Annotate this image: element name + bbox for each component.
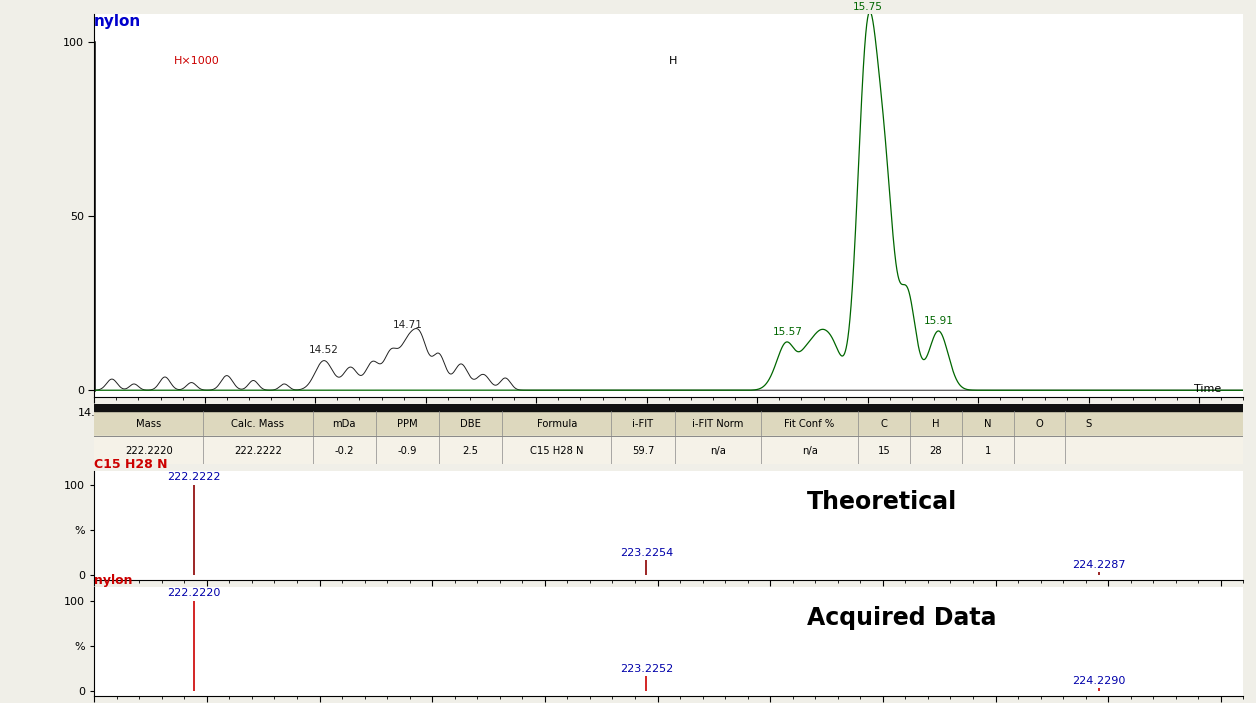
Text: nylon: nylon: [94, 574, 133, 587]
Text: N: N: [983, 419, 991, 429]
Text: -0.9: -0.9: [398, 446, 417, 456]
Text: 15: 15: [878, 446, 891, 456]
Text: n/a: n/a: [801, 446, 818, 456]
Text: H×1000: H×1000: [173, 56, 220, 66]
Text: -0.2: -0.2: [334, 446, 354, 456]
Bar: [94, 404, 1243, 411]
Text: i-FIT: i-FIT: [633, 419, 653, 429]
Text: 59.7: 59.7: [632, 446, 654, 456]
Text: 15.75: 15.75: [853, 2, 883, 12]
Text: 2.5: 2.5: [462, 446, 479, 456]
Text: 222.2222: 222.2222: [167, 472, 221, 482]
Text: S: S: [1085, 419, 1091, 429]
Text: 224.2287: 224.2287: [1071, 560, 1125, 570]
Text: 28: 28: [929, 446, 942, 456]
Bar: [94, 411, 1243, 437]
Text: mDa: mDa: [333, 419, 355, 429]
Text: 222.2220: 222.2220: [167, 588, 221, 598]
Text: Formula: Formula: [536, 419, 577, 429]
Text: n/a: n/a: [710, 446, 726, 456]
Text: 222.2220: 222.2220: [124, 446, 172, 456]
Text: C: C: [880, 419, 888, 429]
Text: Acquired Data: Acquired Data: [806, 605, 996, 629]
Text: 222.2222: 222.2222: [234, 446, 281, 456]
Text: Calc. Mass: Calc. Mass: [231, 419, 284, 429]
Text: Fit Conf %: Fit Conf %: [785, 419, 835, 429]
Text: Mass: Mass: [136, 419, 162, 429]
Bar: [94, 437, 1243, 464]
Text: H: H: [668, 56, 677, 66]
Text: O: O: [1036, 419, 1044, 429]
Text: 223.2252: 223.2252: [619, 664, 673, 674]
Text: 15.91: 15.91: [923, 316, 953, 325]
Text: DBE: DBE: [460, 419, 481, 429]
Text: Time: Time: [1194, 384, 1221, 394]
Text: 14.71: 14.71: [393, 320, 423, 330]
Text: 224.2290: 224.2290: [1073, 676, 1125, 686]
Text: 223.2254: 223.2254: [620, 548, 673, 558]
Text: 14.52: 14.52: [309, 345, 339, 356]
Text: PPM: PPM: [397, 419, 418, 429]
Text: nylon: nylon: [94, 14, 142, 29]
Text: 1: 1: [985, 446, 991, 456]
Text: H: H: [932, 419, 939, 429]
Text: C15 H28 N: C15 H28 N: [94, 458, 168, 471]
Text: C15 H28 N: C15 H28 N: [530, 446, 584, 456]
Text: 15.57: 15.57: [774, 327, 803, 337]
Text: Theoretical: Theoretical: [806, 489, 957, 513]
Text: i-FIT Norm: i-FIT Norm: [692, 419, 744, 429]
